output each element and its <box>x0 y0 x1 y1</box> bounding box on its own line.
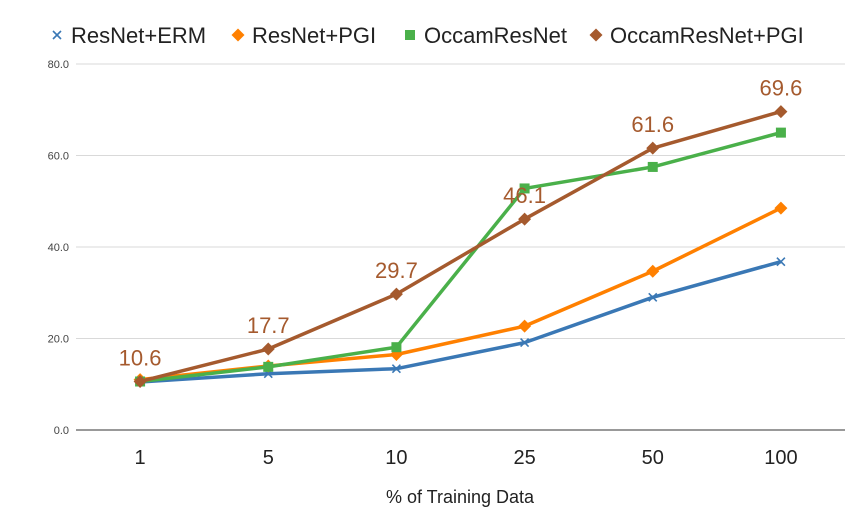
gridlines <box>76 63 845 431</box>
legend-label: ResNet+PGI <box>252 23 376 48</box>
data-label: 69.6 <box>760 76 803 101</box>
legend-label: OccamResNet+PGI <box>610 23 804 48</box>
y-tick-label: 80.0 <box>48 59 69 71</box>
legend: ResNet+ERM ResNet+PGI OccamResNet OccamResN… <box>52 23 804 48</box>
y-tick-label: 20.0 <box>48 334 69 346</box>
legend-item-occamresnet: OccamResNet <box>405 23 567 48</box>
data-label: 46.1 <box>503 183 546 208</box>
data-point-resnet-erm <box>391 364 401 374</box>
x-tick-label: 50 <box>642 447 664 469</box>
legend-marker <box>589 28 603 42</box>
x-axis-ticks: 1 5 10 25 50 100 <box>135 447 798 469</box>
legend-item-occamresnet-pgi: OccamResNet+PGI <box>589 23 804 48</box>
data-point-resnet-pgi <box>518 319 532 333</box>
data-point-occamresnet-pgi <box>646 141 660 155</box>
data-point-occamresnet-pgi <box>261 342 275 356</box>
series-line-resnet-erm <box>139 259 782 384</box>
y-tick-label: 60.0 <box>48 151 69 163</box>
data-label: 17.7 <box>247 313 290 338</box>
legend-item-resnet-pgi: ResNet+PGI <box>231 23 376 48</box>
data-point-occamresnet <box>391 342 402 353</box>
data-label: 61.6 <box>631 112 674 137</box>
data-label: 29.7 <box>375 258 418 283</box>
y-axis-ticks: 0.0 20.0 40.0 60.0 80.0 <box>48 59 69 437</box>
legend-label: ResNet+ERM <box>71 23 206 48</box>
data-point-occamresnet-pgi <box>518 212 532 226</box>
x-tick-label: 25 <box>513 447 535 469</box>
data-point-resnet-pgi <box>774 201 788 215</box>
data-point-occamresnet-pgi <box>133 375 147 389</box>
series-line-occamresnet-pgi <box>139 109 782 384</box>
series-line-occamresnet <box>139 130 782 384</box>
data-label: 10.6 <box>119 346 162 371</box>
series-layer <box>133 105 788 389</box>
data-labels: 10.6 17.7 29.7 46.1 61.6 69.6 <box>119 76 803 371</box>
data-point-resnet-erm <box>648 292 658 302</box>
legend-marker <box>405 30 415 40</box>
data-point-resnet-pgi <box>646 264 660 278</box>
data-point-occamresnet-pgi <box>389 287 403 301</box>
x-tick-label: 5 <box>263 447 274 469</box>
legend-label: OccamResNet <box>424 23 567 48</box>
y-tick-label: 0.0 <box>54 425 69 437</box>
data-point-resnet-erm <box>776 257 786 267</box>
data-point-occamresnet <box>519 183 530 194</box>
series-occamresnet-pgi <box>133 105 788 389</box>
data-point-occamresnet <box>775 127 786 138</box>
legend-item-resnet-erm: ResNet+ERM <box>52 23 206 48</box>
x-tick-label: 10 <box>385 447 407 469</box>
series-resnet-erm <box>135 257 786 387</box>
data-point-occamresnet-pgi <box>774 105 788 119</box>
x-tick-label: 1 <box>135 447 146 469</box>
x-axis-title: % of Training Data <box>386 487 535 507</box>
data-point-resnet-erm <box>520 338 530 348</box>
data-point-occamresnet <box>647 161 658 172</box>
legend-marker <box>231 28 245 42</box>
y-tick-label: 40.0 <box>48 242 69 254</box>
legend-marker <box>52 30 62 40</box>
x-tick-label: 100 <box>764 447 797 469</box>
data-point-occamresnet <box>263 361 274 372</box>
